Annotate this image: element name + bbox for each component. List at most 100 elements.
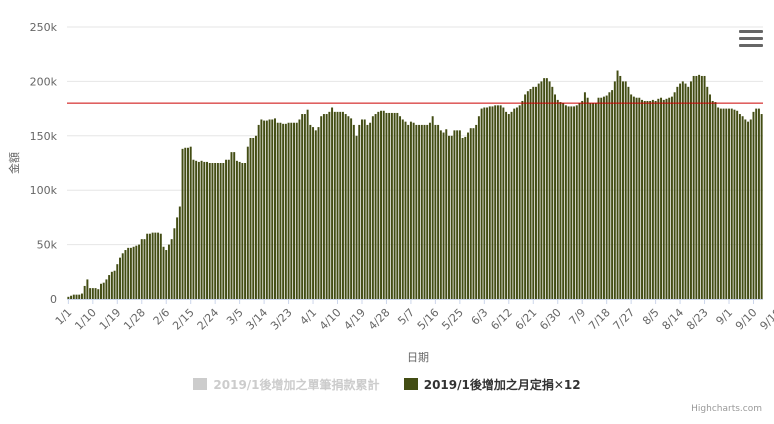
bar[interactable] xyxy=(309,124,312,299)
bar[interactable] xyxy=(689,81,692,300)
bar[interactable] xyxy=(741,116,744,299)
bar[interactable] xyxy=(72,294,75,299)
legend-item-monthly-donations[interactable]: 2019/1後增加之月定捐✕12 xyxy=(403,376,581,393)
bar[interactable] xyxy=(303,114,306,299)
bar[interactable] xyxy=(227,159,230,299)
bar[interactable] xyxy=(532,86,535,299)
bar[interactable] xyxy=(670,96,673,299)
bar[interactable] xyxy=(755,108,758,299)
bar[interactable] xyxy=(428,122,431,300)
bar[interactable] xyxy=(676,86,679,299)
bar[interactable] xyxy=(749,119,752,299)
bar[interactable] xyxy=(135,245,138,299)
bar[interactable] xyxy=(268,119,271,299)
bar[interactable] xyxy=(344,114,347,299)
bar[interactable] xyxy=(611,90,614,299)
bar[interactable] xyxy=(467,132,469,299)
bar[interactable] xyxy=(192,159,195,299)
bar[interactable] xyxy=(352,124,355,299)
bar[interactable] xyxy=(363,119,366,299)
bar[interactable] xyxy=(437,124,440,299)
bar[interactable] xyxy=(728,108,730,299)
bar[interactable] xyxy=(703,75,706,300)
bar[interactable] xyxy=(102,282,105,299)
bar[interactable] xyxy=(575,105,578,299)
bar[interactable] xyxy=(222,163,225,299)
bar[interactable] xyxy=(423,124,426,299)
bar[interactable] xyxy=(377,111,380,299)
bar[interactable] xyxy=(668,97,671,299)
bar[interactable] xyxy=(317,127,320,299)
bar[interactable] xyxy=(491,106,494,299)
bar[interactable] xyxy=(684,83,687,299)
bar[interactable] xyxy=(714,102,717,299)
bar[interactable] xyxy=(564,105,567,299)
bar[interactable] xyxy=(660,97,663,299)
bar[interactable] xyxy=(119,257,121,299)
bar[interactable] xyxy=(274,118,276,299)
bar[interactable] xyxy=(586,97,589,299)
bar[interactable] xyxy=(146,233,149,299)
bar[interactable] xyxy=(143,239,146,299)
bar[interactable] xyxy=(608,92,611,299)
bar[interactable] xyxy=(458,130,461,299)
bar[interactable] xyxy=(252,137,255,299)
bar[interactable] xyxy=(426,124,429,299)
bar[interactable] xyxy=(630,94,633,300)
bar[interactable] xyxy=(570,106,573,299)
bar[interactable] xyxy=(401,119,404,299)
bar[interactable] xyxy=(760,114,763,299)
bar[interactable] xyxy=(233,152,236,299)
credits-link[interactable]: Highcharts.com xyxy=(691,404,762,414)
bar[interactable] xyxy=(374,114,377,299)
bar[interactable] xyxy=(499,105,502,299)
bar[interactable] xyxy=(293,122,295,300)
bar[interactable] xyxy=(396,112,399,299)
bar[interactable] xyxy=(393,112,396,299)
bar[interactable] xyxy=(651,99,654,300)
bar[interactable] xyxy=(187,147,189,299)
bar[interactable] xyxy=(322,114,325,299)
bar[interactable] xyxy=(518,105,521,299)
bar[interactable] xyxy=(390,112,393,299)
bar[interactable] xyxy=(545,78,548,299)
bar[interactable] xyxy=(717,107,720,299)
bar[interactable] xyxy=(744,119,747,299)
bar[interactable] xyxy=(616,70,619,300)
bar[interactable] xyxy=(581,100,584,299)
bar[interactable] xyxy=(551,86,554,299)
bar[interactable] xyxy=(540,81,543,300)
bar[interactable] xyxy=(554,94,556,300)
bar[interactable] xyxy=(700,75,703,300)
bar[interactable] xyxy=(747,121,750,299)
series-bars[interactable] xyxy=(67,70,763,300)
bar[interactable] xyxy=(662,99,665,300)
bar[interactable] xyxy=(439,130,442,299)
bar[interactable] xyxy=(235,160,238,299)
bar[interactable] xyxy=(643,100,646,299)
bar[interactable] xyxy=(70,295,73,299)
bar[interactable] xyxy=(600,97,603,299)
bar[interactable] xyxy=(725,108,728,299)
bar[interactable] xyxy=(665,98,668,299)
bar[interactable] xyxy=(486,107,489,299)
bar[interactable] xyxy=(415,124,418,299)
hamburger-menu-icon[interactable] xyxy=(739,30,763,50)
bar[interactable] xyxy=(445,129,448,299)
bar[interactable] xyxy=(176,217,179,299)
bar[interactable] xyxy=(709,94,711,300)
bar[interactable] xyxy=(494,105,497,299)
bar[interactable] xyxy=(507,114,510,299)
bar[interactable] xyxy=(276,122,279,300)
bar[interactable] xyxy=(361,119,363,299)
bar[interactable] xyxy=(148,233,151,299)
bar[interactable] xyxy=(456,130,459,299)
bar[interactable] xyxy=(358,124,361,299)
bar[interactable] xyxy=(244,163,247,299)
bar[interactable] xyxy=(121,253,124,299)
bar[interactable] xyxy=(562,103,565,299)
bar[interactable] xyxy=(203,161,206,299)
bar[interactable] xyxy=(657,98,660,299)
bar[interactable] xyxy=(548,81,551,300)
bar[interactable] xyxy=(238,161,241,299)
